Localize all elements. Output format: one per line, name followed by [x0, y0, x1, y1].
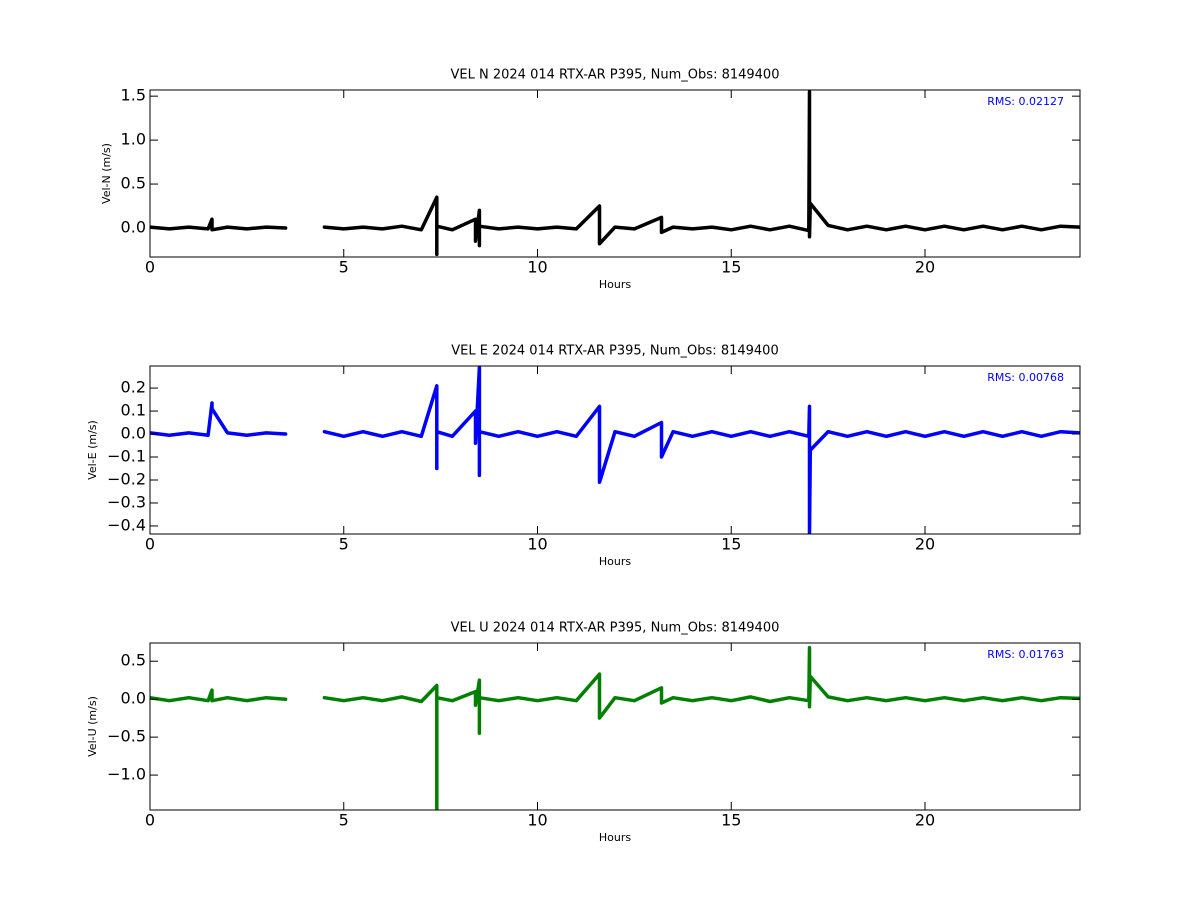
y-tick-label: 0.5 — [121, 651, 146, 670]
y-tick-label: −0.4 — [107, 515, 146, 534]
x-tick-label: 15 — [721, 811, 741, 830]
x-tick-label: 0 — [145, 535, 155, 554]
chart-title: VEL E 2024 014 RTX-AR P395, Num_Obs: 814… — [451, 344, 778, 359]
subplot: 0 5 10 15 20 −0.4 −0.3 −0.2 −0.1 0.0 0.1 0.2 VEL E 2… — [86, 344, 1081, 568]
y-tick-label: −0.5 — [107, 727, 146, 746]
y-tick-label: 0.2 — [121, 378, 146, 397]
y-tick-label: 0.5 — [121, 174, 146, 193]
x-tick-label: 20 — [915, 258, 935, 277]
y-tick-label: −0.2 — [107, 469, 146, 488]
x-tick-label: 10 — [527, 258, 547, 277]
y-tick-label: −0.1 — [107, 447, 146, 466]
series-line — [150, 90, 1080, 257]
x-tick-label: 5 — [339, 811, 349, 830]
x-tick-label: 20 — [915, 811, 935, 830]
axes-frame — [149, 642, 1081, 811]
x-axis-label: Hours — [599, 278, 631, 291]
rms-annotation: RMS: 0.01763 — [987, 648, 1064, 661]
y-tick-label: −1.0 — [107, 765, 146, 784]
subplot: 0 5 10 15 20 −1.0 −0.5 0.0 0.5 VEL U 2024 014 RTX… — [86, 621, 1081, 844]
y-tick-label: 0.1 — [121, 401, 146, 420]
plot-area — [150, 366, 1080, 534]
x-tick-label: 20 — [915, 535, 935, 554]
axes-frame — [149, 365, 1081, 535]
plot-area — [150, 645, 1080, 810]
x-tick-label: 0 — [145, 258, 155, 277]
chart-title: VEL N 2024 014 RTX-AR P395, Num_Obs: 814… — [451, 68, 780, 83]
series-line — [150, 366, 1080, 534]
x-tick-label: 15 — [721, 258, 741, 277]
y-tick-label: 0.0 — [121, 424, 146, 443]
x-tick-label: 0 — [145, 811, 155, 830]
y-axis-label: Vel-E (m/s) — [86, 420, 99, 480]
y-tick-label: 1.0 — [121, 130, 146, 149]
rms-annotation: RMS: 0.02127 — [987, 95, 1064, 108]
y-tick-label: 1.5 — [121, 86, 146, 105]
y-axis-label: Vel-N (m/s) — [100, 143, 113, 204]
x-tick-label: 10 — [527, 811, 547, 830]
chart-title: VEL U 2024 014 RTX-AR P395, Num_Obs: 814… — [451, 621, 780, 636]
x-axis-label: Hours — [599, 831, 631, 844]
y-tick-label: 0.0 — [121, 217, 146, 236]
y-axis-label: Vel-U (m/s) — [86, 696, 99, 757]
x-tick-label: 15 — [721, 535, 741, 554]
axes-frame — [149, 89, 1081, 258]
y-tick-label: −0.3 — [107, 492, 146, 511]
x-tick-label: 5 — [339, 535, 349, 554]
plot-area — [150, 90, 1080, 257]
x-axis-label: Hours — [599, 555, 631, 568]
x-tick-label: 5 — [339, 258, 349, 277]
rms-annotation: RMS: 0.00768 — [987, 371, 1064, 384]
y-tick-label: 0.0 — [121, 689, 146, 708]
x-tick-label: 10 — [527, 535, 547, 554]
series-line — [150, 645, 1080, 810]
subplot: 0 5 10 15 20 0.0 0.5 1.0 1.5 VEL N 2024 014 RTX-A… — [100, 68, 1081, 291]
